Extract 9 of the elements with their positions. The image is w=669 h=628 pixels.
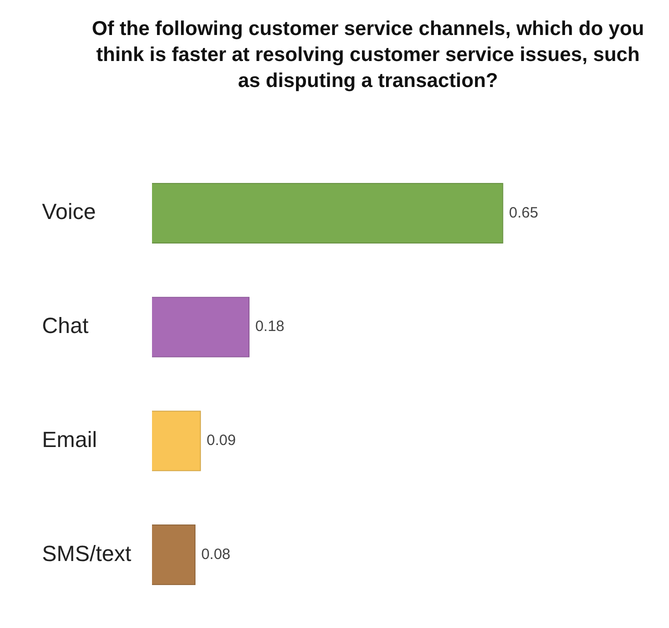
y-tick-label: SMS/text [42,540,132,566]
data-label: 0.08 [201,546,230,563]
data-label: 0.65 [509,204,538,222]
y-tick-label: Email [42,427,98,452]
data-label: 0.09 [206,432,236,450]
y-tick-label: Voice [42,199,96,224]
y-tick-label: Chat [42,313,88,338]
chart-title: Of the following customer service channels, which do you think is faster at resolving customer service issues, such as disputing a transaction? [90,17,646,94]
data-label: 0.18 [255,318,284,336]
